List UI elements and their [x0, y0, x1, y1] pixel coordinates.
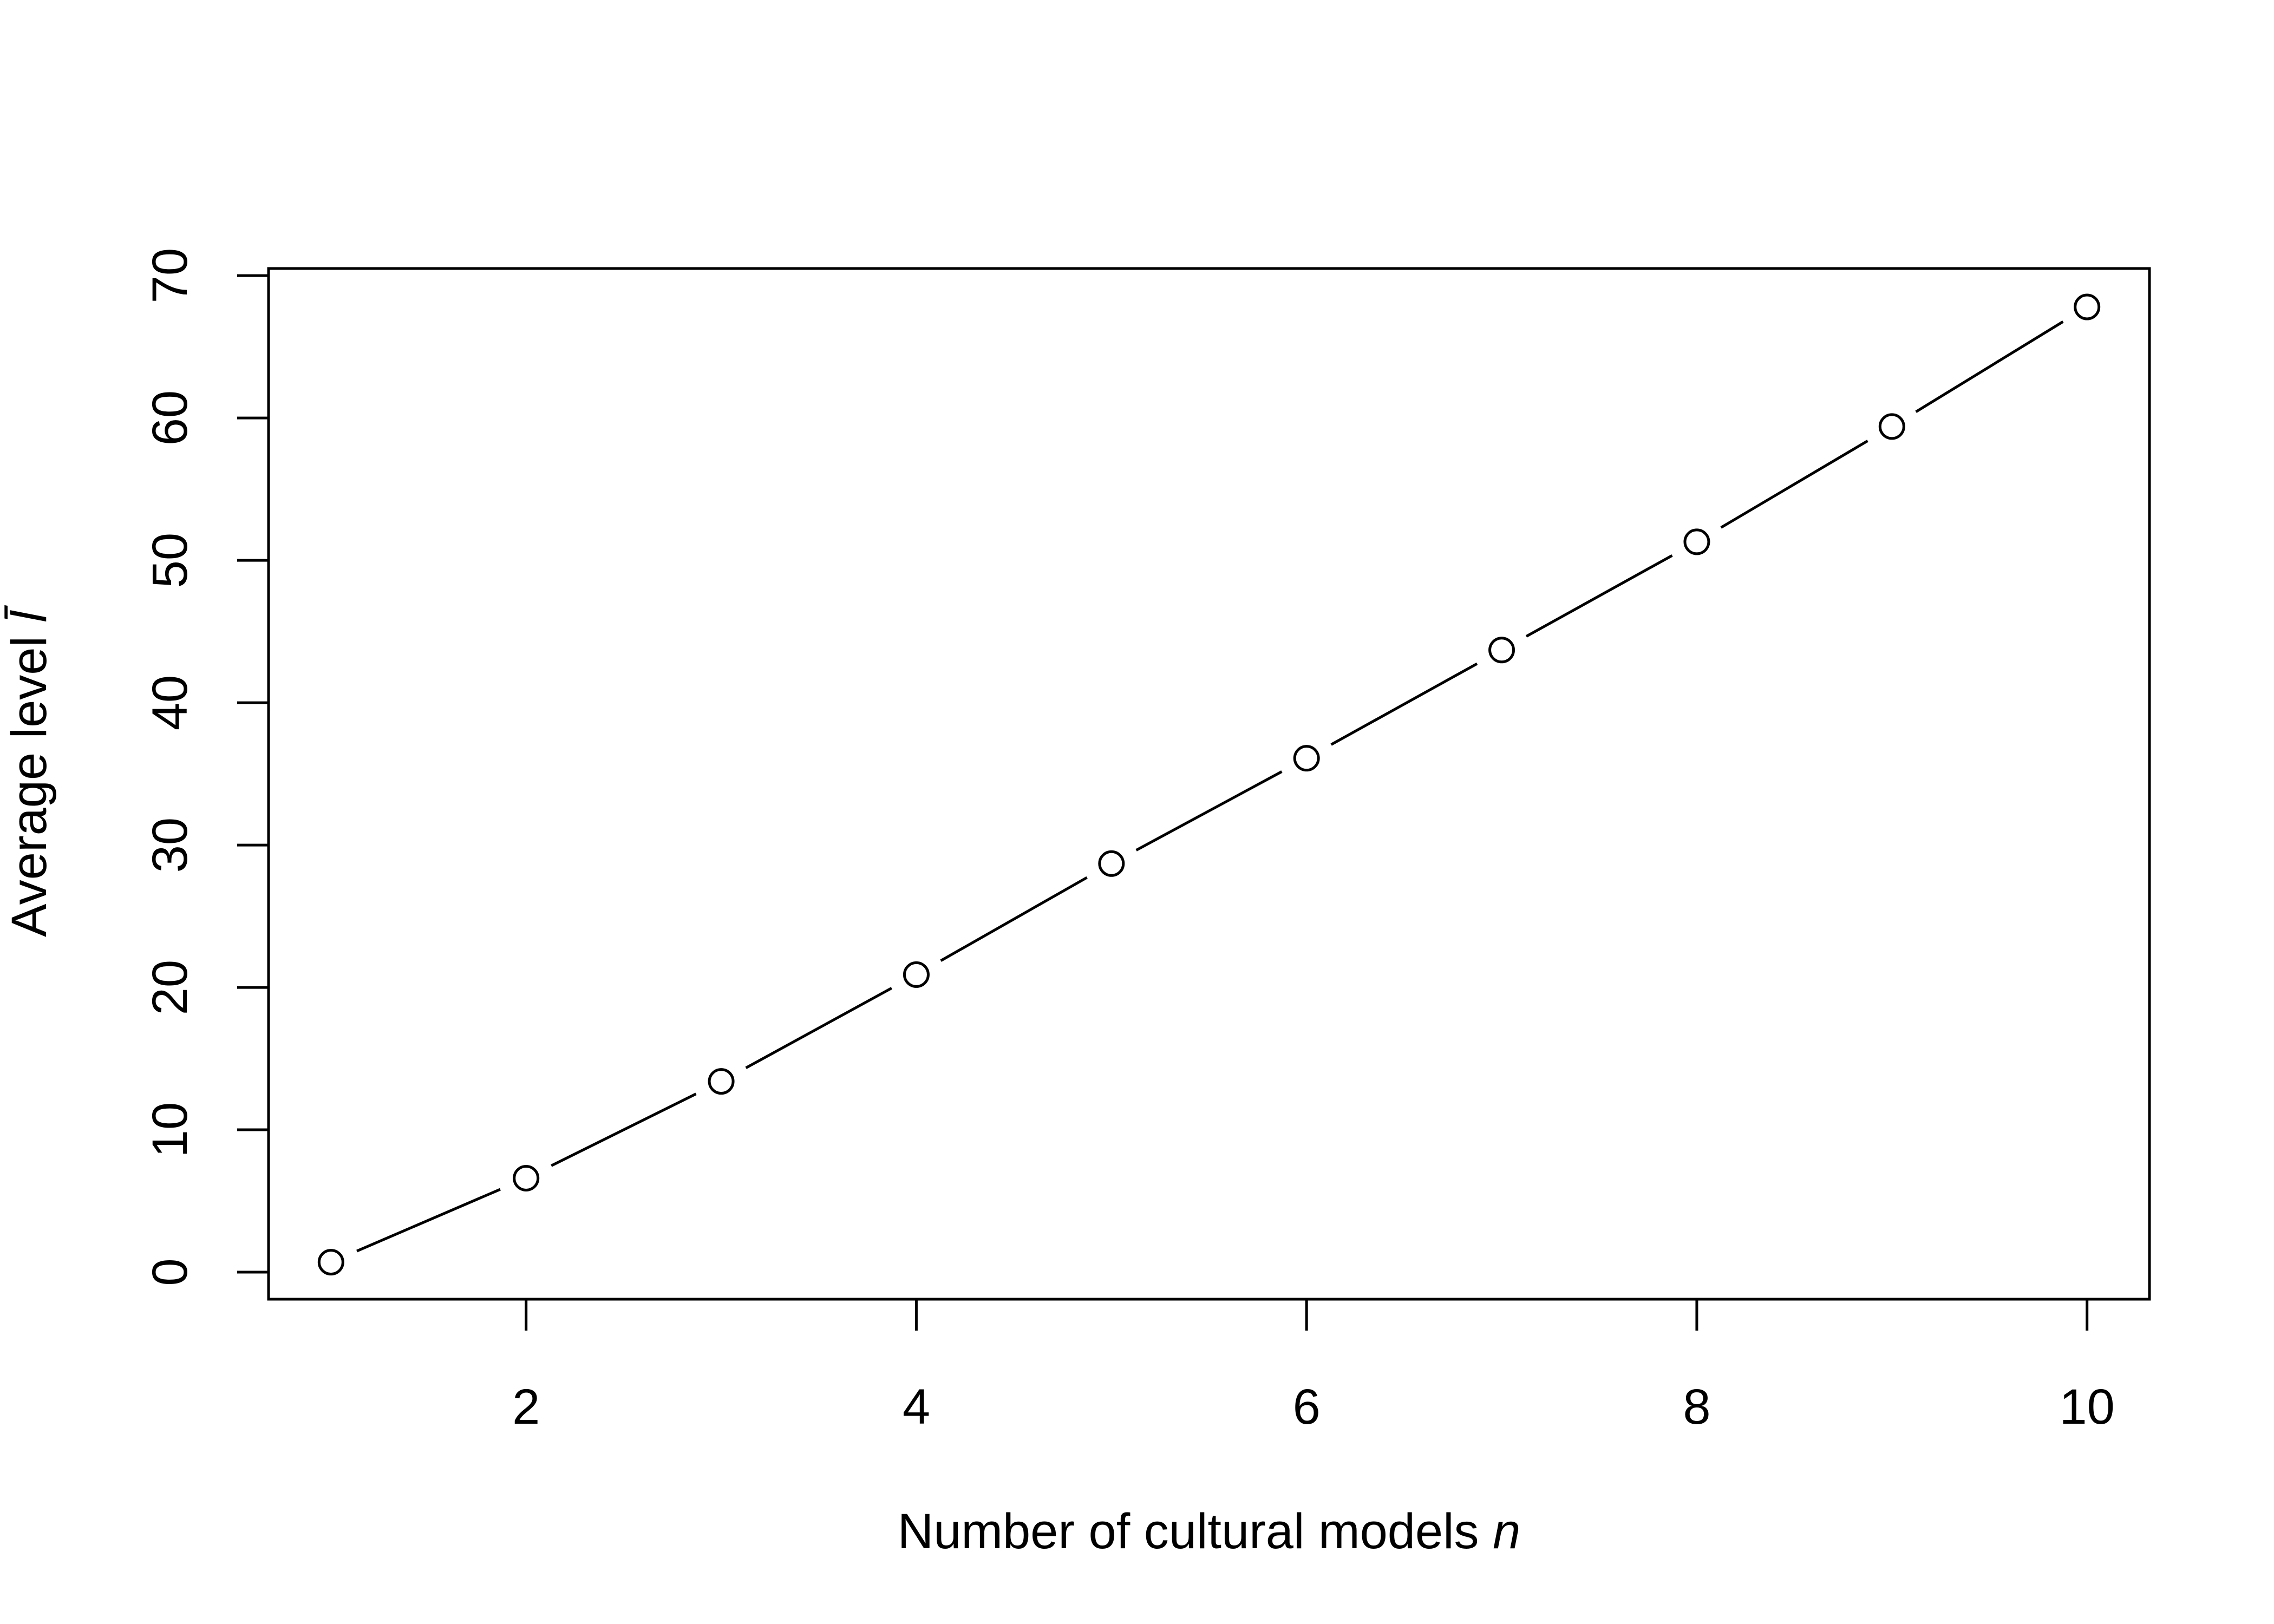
series-line-segment — [551, 1092, 697, 1167]
y-tick-label: 70 — [142, 248, 198, 303]
data-point — [317, 1249, 344, 1276]
y-tick-label: 10 — [142, 1102, 198, 1157]
series-line-segment — [1720, 440, 1868, 529]
data-point — [903, 961, 930, 988]
plot-frame — [267, 267, 2151, 1301]
series-line-segment — [940, 876, 1088, 962]
x-tick-label: 4 — [903, 1379, 930, 1435]
series-line-segment — [1915, 320, 2064, 413]
y-tick-label: 60 — [142, 390, 198, 446]
y-tick-label: 50 — [142, 533, 198, 588]
data-point — [1293, 745, 1320, 772]
series-line-segment — [1330, 662, 1478, 746]
x-axis-label-text: Number of cultural models — [898, 1504, 1493, 1559]
data-point — [708, 1068, 735, 1095]
y-tick-label: 0 — [142, 1258, 198, 1286]
series-line-segment — [356, 1188, 501, 1253]
data-point — [1098, 850, 1125, 877]
y-tick-label: 20 — [142, 960, 198, 1015]
x-tick-label: 6 — [1293, 1379, 1321, 1435]
y-axis-label-symbol: l̄ — [2, 605, 57, 623]
y-axis-label-text: Average level — [2, 623, 57, 937]
x-tick-label: 8 — [1683, 1379, 1710, 1435]
x-axis-label: Number of cultural models n — [898, 1504, 1521, 1559]
series-line-segment — [1525, 554, 1673, 638]
y-tick-label: 30 — [142, 817, 198, 873]
x-tick-label: 2 — [512, 1379, 540, 1435]
x-tick-label: 10 — [2060, 1379, 2115, 1435]
series-line-segment — [1135, 770, 1283, 852]
data-point — [1683, 528, 1710, 555]
y-axis-label: Average level l̄ — [2, 605, 57, 937]
series-line-segment — [745, 987, 893, 1069]
y-axis: 0 10 20 30 40 50 60 70 — [142, 248, 269, 1286]
data-point — [1488, 637, 1515, 664]
y-tick-label: 40 — [142, 675, 198, 730]
series-layer — [317, 293, 2101, 1276]
x-axis-label-symbol: n — [1493, 1504, 1520, 1559]
data-point — [1878, 413, 1905, 440]
data-point — [513, 1164, 540, 1191]
data-point — [2074, 293, 2101, 320]
x-axis: 2 4 6 8 10 — [512, 1299, 2115, 1435]
